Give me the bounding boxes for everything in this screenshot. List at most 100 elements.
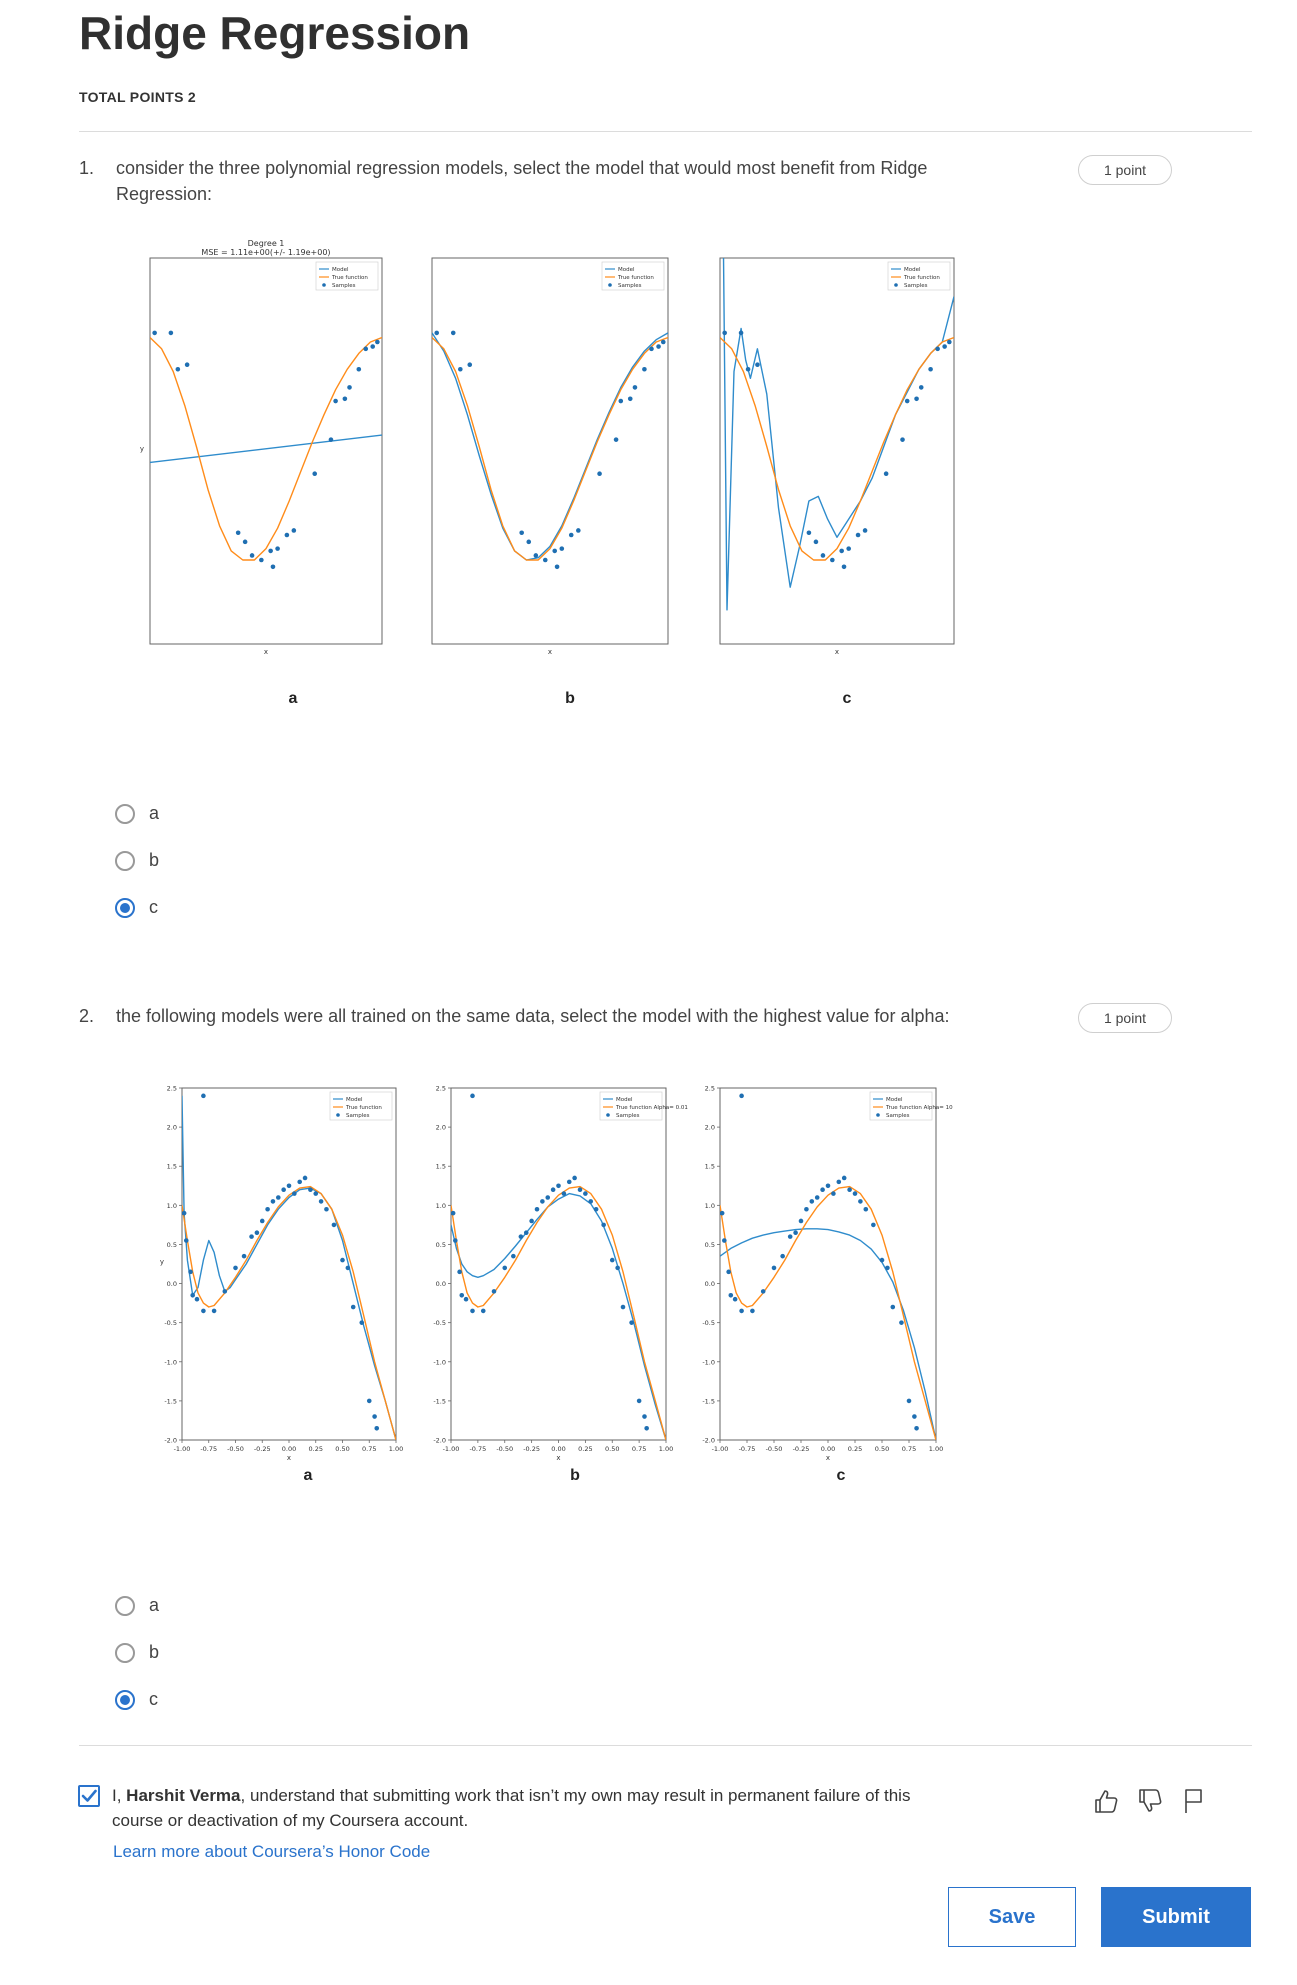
- sample-point: [291, 528, 297, 533]
- true-function-line: [720, 1185, 936, 1440]
- x-tick-label: -0.75: [469, 1445, 486, 1453]
- save-button[interactable]: Save: [948, 1887, 1076, 1947]
- x-axis-label: x: [556, 1454, 560, 1462]
- honor-code-link[interactable]: Learn more about Coursera’s Honor Code: [113, 1842, 431, 1861]
- y-tick-label: -2.0: [433, 1437, 446, 1445]
- legend-label: True function Alpha= 10: [885, 1105, 953, 1111]
- sample-point: [855, 532, 861, 538]
- legend-box: [869, 1091, 933, 1121]
- sample-point: [918, 385, 924, 390]
- plot-frame: [181, 1087, 397, 1441]
- flag-icon[interactable]: [1178, 1786, 1208, 1816]
- y-tick-label: 1.0: [436, 1202, 446, 1210]
- true-function-line: [720, 336, 954, 561]
- question-2-number: 2.: [79, 1006, 95, 1026]
- y-tick-label: 2.0: [436, 1124, 446, 1132]
- q2-chart-c: 2.5 2.0 1.5 1.0 0.5 0.0 -0.5 -1.0 -1.5 -2.0-1.00 -…: [702, 1085, 953, 1463]
- sample-point: [597, 471, 602, 477]
- thumbs-down-icon[interactable]: [1135, 1786, 1165, 1816]
- sample-point: [660, 339, 666, 345]
- x-tick-label: 0.00: [282, 1445, 296, 1453]
- page-title: Ridge Regression: [79, 7, 471, 59]
- sample-point: [601, 1222, 606, 1228]
- legend-marker-samples: [606, 1113, 610, 1117]
- y-tick-label: 0.5: [436, 1241, 446, 1249]
- sample-point: [831, 1191, 836, 1196]
- question-1-option-c[interactable]: c: [115, 897, 158, 918]
- y-tick-label: -1.0: [433, 1358, 446, 1366]
- question-1-option-b[interactable]: b: [115, 850, 159, 871]
- radio-circle[interactable]: [115, 1642, 135, 1663]
- radio-circle-selected[interactable]: [115, 1689, 135, 1710]
- sample-point: [613, 437, 619, 442]
- sample-point: [935, 346, 940, 352]
- y-tick-label: -0.5: [433, 1319, 446, 1327]
- sample-point: [906, 1398, 912, 1404]
- x-axis-label: x: [548, 648, 552, 656]
- sample-point: [292, 1191, 297, 1196]
- sample-point: [841, 564, 847, 570]
- sample-point: [649, 346, 654, 352]
- submit-button[interactable]: Submit: [1101, 1887, 1251, 1947]
- sample-point: [242, 539, 248, 545]
- legend-box: [599, 1091, 663, 1121]
- sample-point: [340, 1257, 345, 1263]
- learner-name: Harshit Verma: [126, 1786, 241, 1805]
- honor-code-statement: I, Harshit Verma, understand that submit…: [112, 1783, 952, 1833]
- radio-circle[interactable]: [115, 850, 135, 871]
- sample-point: [491, 1289, 497, 1294]
- x-axis-label: x: [264, 648, 268, 656]
- thumbs-up-icon[interactable]: [1091, 1786, 1121, 1816]
- legend-label: Model: [886, 1097, 903, 1103]
- question-2-option-c[interactable]: c: [115, 1689, 158, 1710]
- sample-point: [914, 1425, 919, 1431]
- sample-point: [480, 1308, 486, 1314]
- y-tick-label: 2.0: [167, 1124, 177, 1132]
- legend-box: [887, 261, 951, 291]
- sample-point: [627, 396, 633, 402]
- sample-point: [771, 1265, 777, 1271]
- sample-point: [728, 1292, 734, 1298]
- sample-point: [350, 1304, 356, 1310]
- sample-point: [366, 1398, 372, 1404]
- plot-frame: [719, 1087, 937, 1441]
- question-2-option-a[interactable]: a: [115, 1595, 159, 1616]
- sample-point: [168, 330, 174, 336]
- sample-point: [324, 1206, 329, 1212]
- honor-code-checkbox[interactable]: [78, 1785, 100, 1807]
- y-tick-label: -1.0: [702, 1358, 715, 1366]
- radio-circle-selected[interactable]: [115, 897, 135, 918]
- sample-point: [846, 546, 851, 551]
- legend-label: Model: [616, 1097, 633, 1103]
- sample-point: [211, 1308, 217, 1314]
- sample-point: [550, 1187, 556, 1192]
- sample-point: [947, 339, 952, 345]
- plot-area: [720, 1093, 936, 1440]
- radio-circle[interactable]: [115, 1595, 135, 1616]
- question-1-option-a[interactable]: a: [115, 803, 159, 824]
- sample-point: [644, 1425, 649, 1431]
- sample-point: [787, 1234, 793, 1239]
- y-tick-label: -0.5: [702, 1319, 715, 1327]
- model-line: [432, 332, 668, 561]
- plot-area: [720, 258, 954, 611]
- plot-frame: [149, 257, 383, 645]
- y-tick-label: 2.5: [167, 1085, 177, 1093]
- question-1-points-badge: 1 point: [1078, 155, 1172, 185]
- sample-point: [450, 330, 456, 336]
- sample-point: [780, 1253, 785, 1259]
- divider: [79, 131, 1252, 132]
- honor-prefix: I,: [112, 1786, 127, 1805]
- question-2-option-b[interactable]: b: [115, 1642, 159, 1663]
- radio-circle[interactable]: [115, 803, 135, 824]
- sample-point: [900, 437, 905, 442]
- y-tick-label: -1.5: [433, 1397, 446, 1405]
- sample-point: [313, 1191, 319, 1196]
- question-1-plot-label-a: a: [288, 690, 298, 707]
- sample-point: [618, 398, 624, 404]
- sample-point: [830, 557, 835, 563]
- sample-point: [806, 530, 812, 536]
- sample-point: [534, 1206, 540, 1212]
- sample-point: [511, 1253, 516, 1259]
- sample-point: [519, 530, 524, 536]
